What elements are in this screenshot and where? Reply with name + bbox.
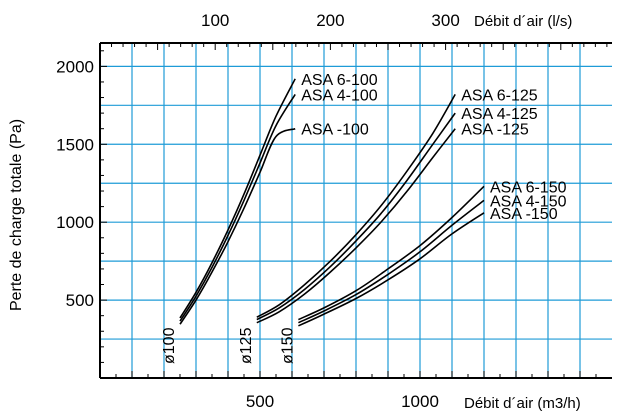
- series-label: ASA -100: [301, 122, 369, 139]
- series-line: [179, 93, 296, 322]
- chart-labels: 500 1000 500 1000 1500 2000 100 200 300 ASA 6-100…: [56, 11, 566, 411]
- series-label: ASA 4-100: [301, 87, 378, 104]
- axes: [99, 42, 612, 379]
- series-line: [298, 185, 485, 321]
- series-line: [256, 94, 456, 318]
- series-label: ASA -150: [490, 206, 558, 223]
- series-label: ASA 6-100: [301, 72, 378, 89]
- series-lines: [179, 78, 485, 327]
- series-line: [179, 127, 296, 325]
- top-axis-label: Débit d´air (l/s): [474, 13, 572, 30]
- y-tick-label: 500: [66, 291, 94, 310]
- series-label: ASA -125: [461, 122, 529, 139]
- series-line: [256, 112, 456, 321]
- series-label: ASA 6-125: [461, 87, 538, 104]
- diameter-label: ø100: [161, 327, 178, 364]
- series-line: [256, 128, 456, 324]
- top-tick-label: 200: [316, 11, 344, 30]
- top-tick-label: 100: [201, 11, 229, 30]
- series-label: ASA 4-125: [461, 106, 538, 123]
- series-line: [179, 78, 296, 319]
- y-tick-label: 2000: [56, 57, 94, 76]
- x-tick-label: 500: [246, 392, 274, 411]
- x-tick-label: 1000: [401, 392, 439, 411]
- top-tick-label: 300: [431, 11, 459, 30]
- series-label: ASA 4-150: [490, 193, 567, 210]
- diameter-label: ø150: [279, 327, 296, 364]
- y-tick-label: 1500: [56, 135, 94, 154]
- series-line: [298, 199, 485, 324]
- x-axis-label: Débit d´air (m3/h): [464, 395, 581, 412]
- series-line: [298, 212, 485, 327]
- y-axis-label: Perte de charge totale (Pa): [8, 119, 25, 311]
- series-label: ASA 6-150: [490, 179, 567, 196]
- y-tick-label: 1000: [56, 213, 94, 232]
- diameter-label: ø125: [238, 327, 255, 364]
